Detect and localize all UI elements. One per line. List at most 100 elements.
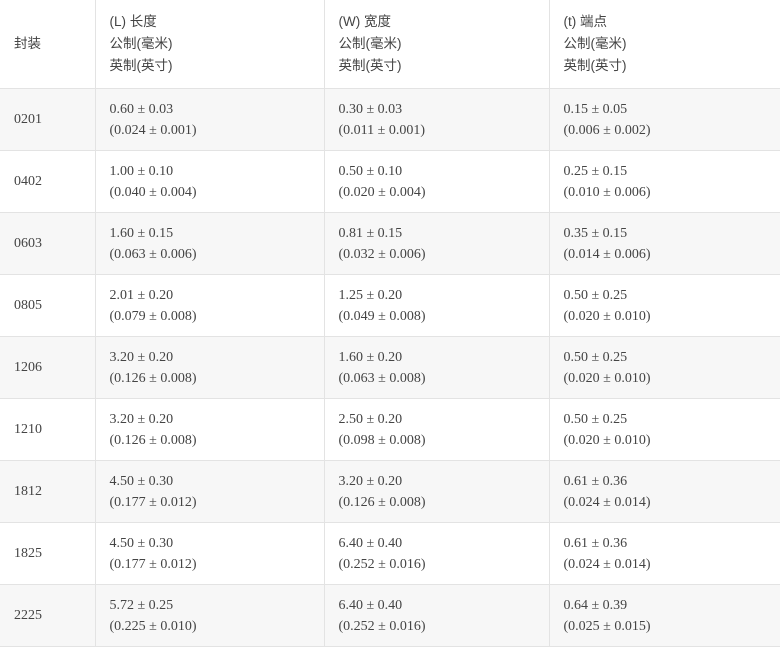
header-row: 封装 (L) 长度 公制(毫米) 英制(英寸) (W) 宽度 公制(毫米) 英制…	[0, 0, 780, 89]
cell-length: 0.60 ± 0.03 (0.024 ± 0.001)	[95, 89, 324, 151]
cell-terminal: 0.61 ± 0.36 (0.024 ± 0.014)	[549, 461, 780, 523]
cell-length: 5.72 ± 0.25 (0.225 ± 0.010)	[95, 585, 324, 647]
length-metric: 5.72 ± 0.25	[110, 595, 324, 616]
length-imperial: (0.177 ± 0.012)	[110, 554, 324, 575]
column-header-width-line-1: (W) 宽度	[339, 11, 549, 33]
terminal-metric: 0.50 ± 0.25	[564, 347, 780, 368]
terminal-imperial: (0.024 ± 0.014)	[564, 492, 780, 513]
length-metric: 1.60 ± 0.15	[110, 223, 324, 244]
column-header-length-line-2: 公制(毫米)	[110, 33, 324, 55]
cell-length: 3.20 ± 0.20 (0.126 ± 0.008)	[95, 337, 324, 399]
column-header-terminal: (t) 端点 公制(毫米) 英制(英寸)	[549, 0, 780, 89]
cell-width: 1.60 ± 0.20 (0.063 ± 0.008)	[324, 337, 549, 399]
cell-package: 0603	[0, 213, 95, 275]
cell-package: 1812	[0, 461, 95, 523]
table-row: 2225 5.72 ± 0.25 (0.225 ± 0.010) 6.40 ± …	[0, 585, 780, 647]
length-imperial: (0.177 ± 0.012)	[110, 492, 324, 513]
cell-terminal: 0.50 ± 0.25 (0.020 ± 0.010)	[549, 337, 780, 399]
table-row: 0402 1.00 ± 0.10 (0.040 ± 0.004) 0.50 ± …	[0, 151, 780, 213]
cell-terminal: 0.64 ± 0.39 (0.025 ± 0.015)	[549, 585, 780, 647]
terminal-metric: 0.35 ± 0.15	[564, 223, 780, 244]
width-metric: 6.40 ± 0.40	[339, 595, 549, 616]
width-imperial: (0.252 ± 0.016)	[339, 616, 549, 637]
cell-terminal: 0.25 ± 0.15 (0.010 ± 0.006)	[549, 151, 780, 213]
cell-terminal: 0.50 ± 0.25 (0.020 ± 0.010)	[549, 275, 780, 337]
cell-package: 0402	[0, 151, 95, 213]
cell-width: 6.40 ± 0.40 (0.252 ± 0.016)	[324, 523, 549, 585]
width-metric: 3.20 ± 0.20	[339, 471, 549, 492]
width-metric: 0.50 ± 0.10	[339, 161, 549, 182]
length-metric: 2.01 ± 0.20	[110, 285, 324, 306]
cell-width: 0.81 ± 0.15 (0.032 ± 0.006)	[324, 213, 549, 275]
length-metric: 3.20 ± 0.20	[110, 409, 324, 430]
length-imperial: (0.126 ± 0.008)	[110, 368, 324, 389]
table-row: 1812 4.50 ± 0.30 (0.177 ± 0.012) 3.20 ± …	[0, 461, 780, 523]
table-header: 封装 (L) 长度 公制(毫米) 英制(英寸) (W) 宽度 公制(毫米) 英制…	[0, 0, 780, 89]
cell-width: 1.25 ± 0.20 (0.049 ± 0.008)	[324, 275, 549, 337]
width-imperial: (0.011 ± 0.001)	[339, 120, 549, 141]
column-header-package: 封装	[0, 0, 95, 89]
width-metric: 2.50 ± 0.20	[339, 409, 549, 430]
cell-terminal: 0.35 ± 0.15 (0.014 ± 0.006)	[549, 213, 780, 275]
cell-terminal: 0.61 ± 0.36 (0.024 ± 0.014)	[549, 523, 780, 585]
terminal-imperial: (0.010 ± 0.006)	[564, 182, 780, 203]
length-imperial: (0.126 ± 0.008)	[110, 430, 324, 451]
terminal-imperial: (0.020 ± 0.010)	[564, 430, 780, 451]
length-metric: 3.20 ± 0.20	[110, 347, 324, 368]
column-header-width-line-2: 公制(毫米)	[339, 33, 549, 55]
length-metric: 0.60 ± 0.03	[110, 99, 324, 120]
table-row: 0201 0.60 ± 0.03 (0.024 ± 0.001) 0.30 ± …	[0, 89, 780, 151]
cell-width: 0.30 ± 0.03 (0.011 ± 0.001)	[324, 89, 549, 151]
length-metric: 4.50 ± 0.30	[110, 533, 324, 554]
terminal-metric: 0.61 ± 0.36	[564, 471, 780, 492]
width-imperial: (0.063 ± 0.008)	[339, 368, 549, 389]
column-header-package-line-1: 封装	[14, 33, 95, 55]
cell-length: 1.00 ± 0.10 (0.040 ± 0.004)	[95, 151, 324, 213]
length-imperial: (0.040 ± 0.004)	[110, 182, 324, 203]
cell-package: 0201	[0, 89, 95, 151]
cell-width: 3.20 ± 0.20 (0.126 ± 0.008)	[324, 461, 549, 523]
table-row: 1206 3.20 ± 0.20 (0.126 ± 0.008) 1.60 ± …	[0, 337, 780, 399]
length-imperial: (0.225 ± 0.010)	[110, 616, 324, 637]
length-metric: 1.00 ± 0.10	[110, 161, 324, 182]
table-row: 1825 4.50 ± 0.30 (0.177 ± 0.012) 6.40 ± …	[0, 523, 780, 585]
table-row: 1210 3.20 ± 0.20 (0.126 ± 0.008) 2.50 ± …	[0, 399, 780, 461]
width-imperial: (0.098 ± 0.008)	[339, 430, 549, 451]
width-metric: 6.40 ± 0.40	[339, 533, 549, 554]
width-imperial: (0.020 ± 0.004)	[339, 182, 549, 203]
cell-package: 1210	[0, 399, 95, 461]
width-metric: 1.25 ± 0.20	[339, 285, 549, 306]
width-imperial: (0.252 ± 0.016)	[339, 554, 549, 575]
cell-width: 0.50 ± 0.10 (0.020 ± 0.004)	[324, 151, 549, 213]
terminal-metric: 0.50 ± 0.25	[564, 409, 780, 430]
cell-length: 1.60 ± 0.15 (0.063 ± 0.006)	[95, 213, 324, 275]
width-metric: 1.60 ± 0.20	[339, 347, 549, 368]
cell-width: 6.40 ± 0.40 (0.252 ± 0.016)	[324, 585, 549, 647]
cell-length: 3.20 ± 0.20 (0.126 ± 0.008)	[95, 399, 324, 461]
length-imperial: (0.063 ± 0.006)	[110, 244, 324, 265]
table-row: 0805 2.01 ± 0.20 (0.079 ± 0.008) 1.25 ± …	[0, 275, 780, 337]
column-header-width: (W) 宽度 公制(毫米) 英制(英寸)	[324, 0, 549, 89]
column-header-terminal-line-3: 英制(英寸)	[564, 55, 780, 77]
column-header-length-line-1: (L) 长度	[110, 11, 324, 33]
table-body: 0201 0.60 ± 0.03 (0.024 ± 0.001) 0.30 ± …	[0, 89, 780, 647]
terminal-imperial: (0.020 ± 0.010)	[564, 368, 780, 389]
cell-length: 4.50 ± 0.30 (0.177 ± 0.012)	[95, 523, 324, 585]
column-header-length-line-3: 英制(英寸)	[110, 55, 324, 77]
width-imperial: (0.049 ± 0.008)	[339, 306, 549, 327]
terminal-imperial: (0.014 ± 0.006)	[564, 244, 780, 265]
terminal-imperial: (0.020 ± 0.010)	[564, 306, 780, 327]
cell-package: 1825	[0, 523, 95, 585]
cell-length: 4.50 ± 0.30 (0.177 ± 0.012)	[95, 461, 324, 523]
cell-terminal: 0.15 ± 0.05 (0.006 ± 0.002)	[549, 89, 780, 151]
cell-package: 1206	[0, 337, 95, 399]
column-header-length: (L) 长度 公制(毫米) 英制(英寸)	[95, 0, 324, 89]
terminal-imperial: (0.025 ± 0.015)	[564, 616, 780, 637]
width-metric: 0.81 ± 0.15	[339, 223, 549, 244]
cell-package: 2225	[0, 585, 95, 647]
width-metric: 0.30 ± 0.03	[339, 99, 549, 120]
table-row: 0603 1.60 ± 0.15 (0.063 ± 0.006) 0.81 ± …	[0, 213, 780, 275]
width-imperial: (0.032 ± 0.006)	[339, 244, 549, 265]
terminal-metric: 0.15 ± 0.05	[564, 99, 780, 120]
